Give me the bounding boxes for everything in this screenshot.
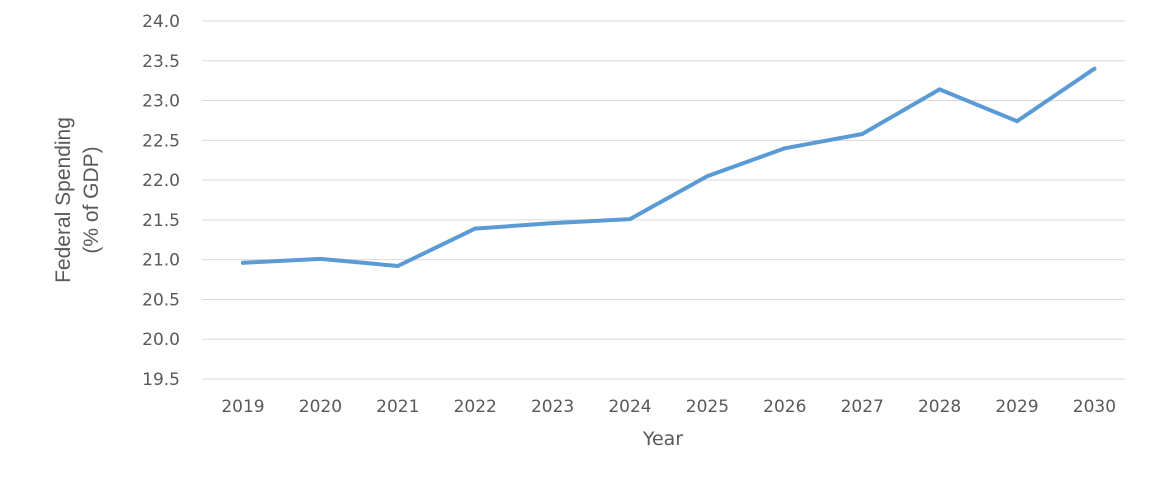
x-tick-label: 2027 (841, 397, 884, 417)
x-tick-label: 2019 (221, 397, 264, 417)
data-point (937, 87, 942, 92)
x-tick-label: 2029 (995, 397, 1038, 417)
x-tick-label: 2023 (531, 397, 574, 417)
y-tick-label: 21.0 (142, 251, 180, 271)
data-point (241, 260, 245, 265)
gridlines (202, 20, 1125, 380)
y-tick-label: 22.5 (142, 131, 180, 151)
x-tick-label: 2020 (299, 397, 342, 417)
data-point (550, 221, 555, 226)
y-axis-title: Federal Spending (% of GDP) (52, 117, 103, 283)
x-tick-label: 2024 (608, 397, 651, 417)
y-tick-label: 23.5 (142, 52, 180, 72)
x-tick-label: 2022 (454, 397, 497, 417)
data-point (1092, 66, 1097, 71)
data-point (395, 264, 400, 269)
y-tick-label: 24.0 (142, 12, 180, 32)
y-tick-label: 20.5 (142, 290, 180, 310)
y-tick-label: 19.5 (142, 370, 180, 390)
x-tick-label: 2030 (1073, 397, 1116, 417)
x-tick-label: 2025 (686, 397, 729, 417)
data-point (473, 226, 478, 231)
data-point (860, 131, 865, 136)
y-axis-title-line2: (% of GDP) (80, 146, 103, 253)
x-axis-title: Year (642, 428, 683, 450)
x-tick-label: 2021 (376, 397, 419, 417)
y-tick-label: 23.0 (142, 92, 180, 112)
data-point (705, 174, 710, 179)
series-layer (241, 66, 1097, 269)
y-tick-label: 22.0 (142, 171, 180, 191)
data-point (318, 256, 323, 261)
y-tick-label: 20.0 (142, 330, 180, 350)
y-tick-label: 21.5 (142, 211, 180, 231)
x-tick-label: 2028 (918, 397, 961, 417)
x-tick-label: 2026 (763, 397, 806, 417)
y-axis-title-line1: Federal Spending (52, 117, 75, 283)
data-point (782, 146, 787, 151)
data-point (1015, 119, 1019, 124)
data-point (628, 217, 632, 222)
series-line (241, 66, 1097, 268)
y-axis-ticks: 19.5 20.0 20.5 21.0 21.5 22.0 22.5 23.0 23.5 24.0 (142, 12, 180, 390)
x-axis-ticks: 2019 2020 2021 2022 2023 2024 2025 2026 2027 2028… (221, 397, 1116, 417)
